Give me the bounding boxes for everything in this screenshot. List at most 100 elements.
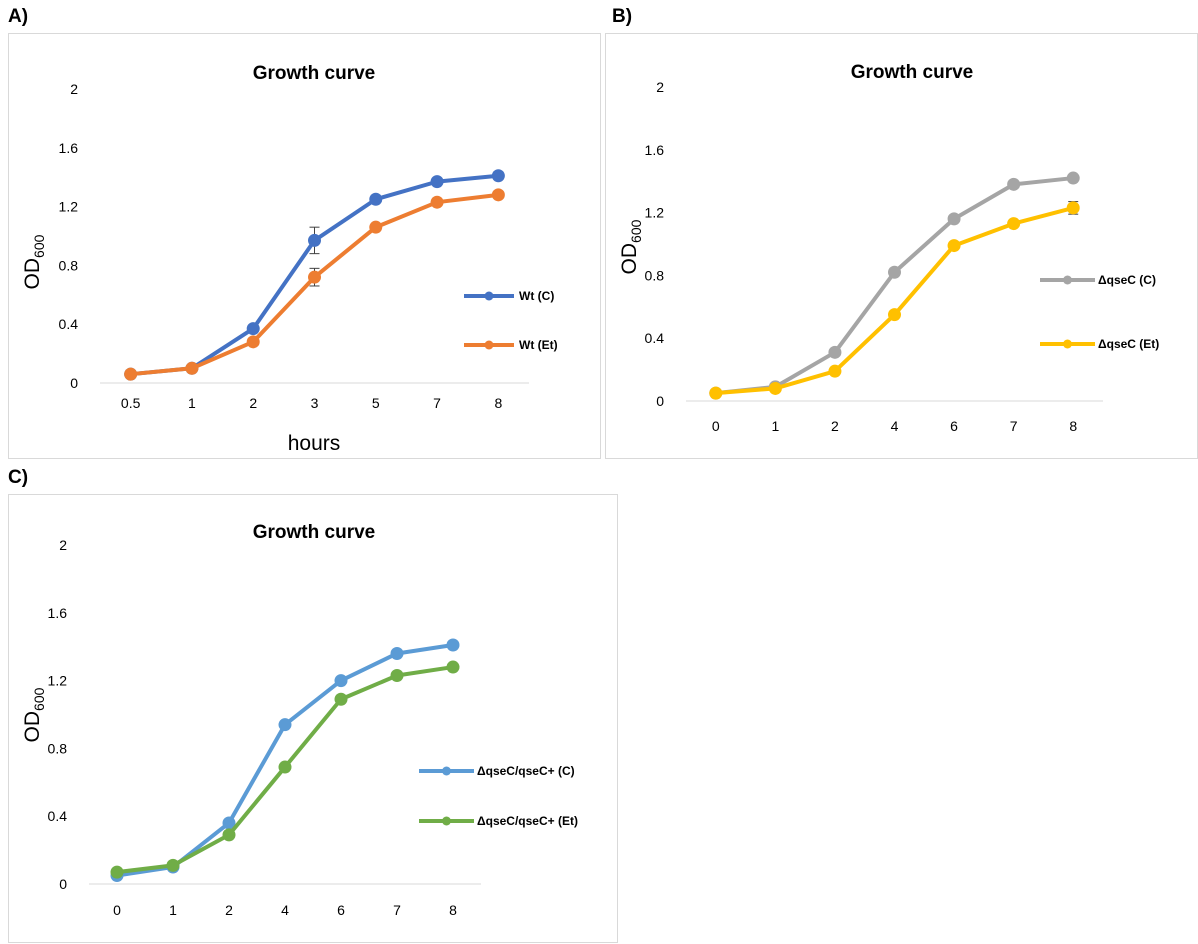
chart-c: Growth curve 0 0.4 0.8 1.2 1.6 2 0 1 2 4 6 7 8 OD600 Δq… <box>21 522 578 918</box>
y-tick-label: 0.4 <box>48 808 68 824</box>
data-point <box>308 270 321 284</box>
data-point <box>491 188 505 202</box>
x-tick-label: 8 <box>1069 418 1077 434</box>
data-point <box>888 265 901 279</box>
data-point <box>334 692 348 706</box>
x-tick-label: 3 <box>311 395 319 411</box>
data-point <box>110 865 124 879</box>
x-tick-label: 8 <box>494 395 502 411</box>
data-point <box>390 669 404 683</box>
chart-title: Growth curve <box>851 62 973 83</box>
data-point <box>246 335 260 349</box>
data-point <box>1007 217 1021 231</box>
legend-marker <box>1063 339 1072 349</box>
x-tick-label: 8 <box>449 902 457 918</box>
y-axis-label: OD600 <box>21 687 47 742</box>
data-point <box>222 828 236 842</box>
chart-panel-b: Growth curve 0 0.4 0.8 1.2 1.6 2 0 1 2 4 6 7 8 OD600 Δq… <box>605 33 1198 459</box>
data-point <box>491 169 505 183</box>
x-tick-label: 0.5 <box>121 395 141 411</box>
y-axis-label: OD600 <box>21 234 47 289</box>
chart-panel-a: Growth curve 0 0.4 0.8 1.2 1.6 2 0.5 1 2 3 5 7 8 OD600… <box>8 33 601 459</box>
x-tick-label: 4 <box>891 418 899 434</box>
data-point <box>947 239 961 253</box>
data-point <box>709 386 723 400</box>
legend-marker <box>1063 275 1072 285</box>
panel-label-c: C) <box>8 467 29 488</box>
x-tick-label: 5 <box>372 395 380 411</box>
series-line-1 <box>713 205 1076 396</box>
legend-label: ΔqseC (Et) <box>1098 337 1159 351</box>
data-point <box>430 195 444 209</box>
x-tick-label: 1 <box>771 418 779 434</box>
y-tick-label: 1.6 <box>645 142 665 158</box>
chart-b: Growth curve 0 0.4 0.8 1.2 1.6 2 0 1 2 4 6 7 8 OD600 Δq… <box>618 62 1159 434</box>
legend-label: ΔqseC (C) <box>1098 273 1156 287</box>
data-point <box>446 638 460 652</box>
y-tick-label: 1.6 <box>59 140 79 156</box>
data-point <box>947 212 961 226</box>
data-point <box>124 367 138 381</box>
y-tick-label: 2 <box>59 537 67 553</box>
legend-label: ΔqseC/qseC+ (Et) <box>477 814 578 828</box>
x-tick-label: 1 <box>169 902 177 918</box>
y-tick-label: 1.2 <box>645 205 665 221</box>
data-point <box>308 233 321 247</box>
legend-marker <box>442 816 451 826</box>
y-tick-label: 1.2 <box>48 673 68 689</box>
x-tick-label: 2 <box>225 902 233 918</box>
chart-a: Growth curve 0 0.4 0.8 1.2 1.6 2 0.5 1 2 3 5 7 8 OD600… <box>21 63 558 455</box>
x-tick-label: 6 <box>337 902 345 918</box>
data-point <box>1066 171 1080 185</box>
series-line-0 <box>115 643 455 878</box>
x-axis-label: hours <box>288 432 341 455</box>
y-tick-label: 0.4 <box>645 330 665 346</box>
y-axis-label: OD600 <box>618 219 644 274</box>
data-point <box>888 308 901 322</box>
data-point <box>1007 177 1021 191</box>
x-tick-label: 7 <box>1010 418 1018 434</box>
legend-label: Wt (C) <box>519 289 554 303</box>
data-point <box>369 220 383 234</box>
panel-label-b: B) <box>612 6 633 27</box>
y-tick-label: 2 <box>70 81 78 97</box>
y-tick-label: 0 <box>70 375 78 391</box>
chart-title: Growth curve <box>253 522 375 543</box>
data-point <box>278 718 292 732</box>
data-point <box>828 345 842 359</box>
data-point <box>166 858 180 872</box>
panel-label-a: A) <box>8 6 29 27</box>
data-point <box>828 364 842 378</box>
y-tick-label: 1.6 <box>48 605 68 621</box>
y-tick-label: 2 <box>656 79 664 95</box>
data-point <box>768 381 782 395</box>
data-point <box>334 674 348 688</box>
legend-label: Wt (Et) <box>519 338 558 352</box>
data-point <box>446 660 460 674</box>
x-tick-label: 1 <box>188 395 196 411</box>
x-tick-label: 0 <box>712 418 720 434</box>
y-tick-label: 0 <box>656 393 664 409</box>
x-tick-label: 2 <box>831 418 839 434</box>
y-tick-label: 0.4 <box>59 316 79 332</box>
x-tick-label: 0 <box>113 902 121 918</box>
y-tick-label: 0 <box>59 876 67 892</box>
x-tick-label: 2 <box>249 395 257 411</box>
y-tick-label: 0.8 <box>48 740 68 756</box>
chart-title: Growth curve <box>253 63 375 84</box>
data-point <box>390 646 404 660</box>
legend-marker <box>442 766 451 776</box>
legend-marker <box>484 340 494 350</box>
y-tick-label: 0.8 <box>59 257 79 273</box>
y-tick-label: 0.8 <box>645 267 665 283</box>
data-point <box>246 322 260 336</box>
x-tick-label: 6 <box>950 418 958 434</box>
data-point <box>1066 201 1080 215</box>
y-tick-label: 1.2 <box>59 199 79 215</box>
data-point <box>430 175 444 189</box>
data-point <box>369 192 383 206</box>
series-line-0 <box>713 176 1076 396</box>
chart-panel-c: Growth curve 0 0.4 0.8 1.2 1.6 2 0 1 2 4 6 7 8 OD600 Δq… <box>8 494 618 943</box>
data-point <box>222 816 236 830</box>
legend-marker <box>484 291 494 301</box>
